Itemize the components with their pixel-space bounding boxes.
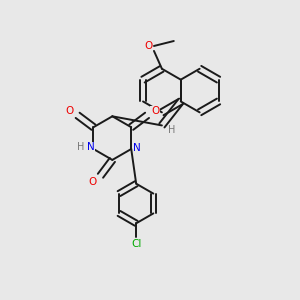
Text: O: O [144,41,152,51]
Text: O: O [151,106,159,116]
Text: O: O [88,177,97,187]
Text: N: N [87,142,94,152]
Text: N: N [133,143,141,153]
Text: H: H [168,125,176,135]
Text: H: H [77,142,85,152]
Text: O: O [66,106,74,116]
Text: Cl: Cl [131,239,141,249]
